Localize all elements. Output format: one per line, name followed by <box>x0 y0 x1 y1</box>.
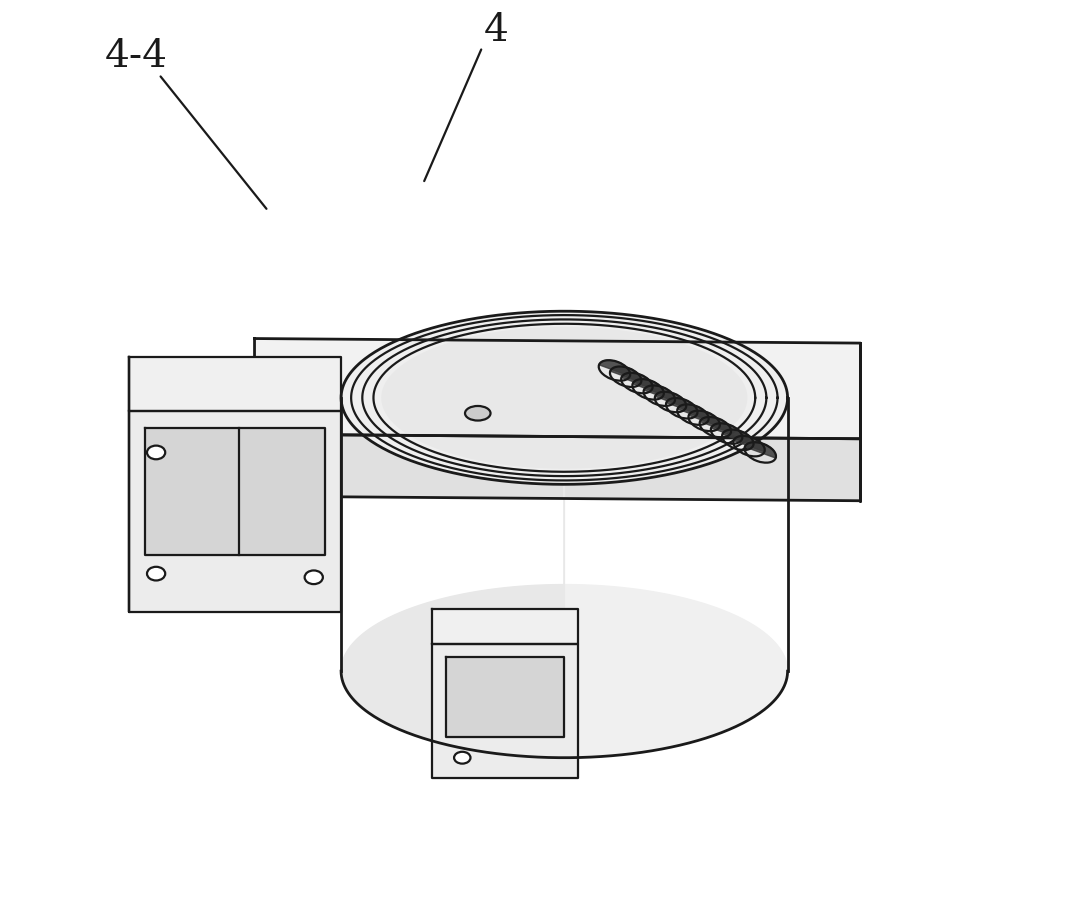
Polygon shape <box>655 392 686 408</box>
Polygon shape <box>723 430 754 445</box>
Polygon shape <box>666 399 697 414</box>
Polygon shape <box>700 417 731 433</box>
Ellipse shape <box>305 570 323 584</box>
Polygon shape <box>255 434 860 501</box>
Text: 4: 4 <box>483 12 508 49</box>
Polygon shape <box>644 386 676 401</box>
Polygon shape <box>564 311 787 758</box>
Polygon shape <box>342 311 787 484</box>
Polygon shape <box>342 311 564 758</box>
Polygon shape <box>678 404 709 420</box>
Polygon shape <box>381 327 748 469</box>
Polygon shape <box>255 338 860 439</box>
Polygon shape <box>633 379 664 395</box>
Polygon shape <box>734 436 765 452</box>
Ellipse shape <box>147 567 165 580</box>
Text: 4-4: 4-4 <box>104 37 168 75</box>
Polygon shape <box>745 442 775 458</box>
Ellipse shape <box>465 406 491 420</box>
Polygon shape <box>432 643 578 778</box>
Polygon shape <box>145 428 324 555</box>
Polygon shape <box>432 609 578 643</box>
Polygon shape <box>599 360 630 376</box>
Polygon shape <box>711 423 742 439</box>
Polygon shape <box>610 367 641 382</box>
Polygon shape <box>446 657 564 737</box>
Polygon shape <box>622 373 653 388</box>
Polygon shape <box>129 356 342 411</box>
Polygon shape <box>688 410 720 427</box>
Ellipse shape <box>454 752 470 763</box>
Ellipse shape <box>147 446 165 459</box>
Polygon shape <box>129 411 342 611</box>
